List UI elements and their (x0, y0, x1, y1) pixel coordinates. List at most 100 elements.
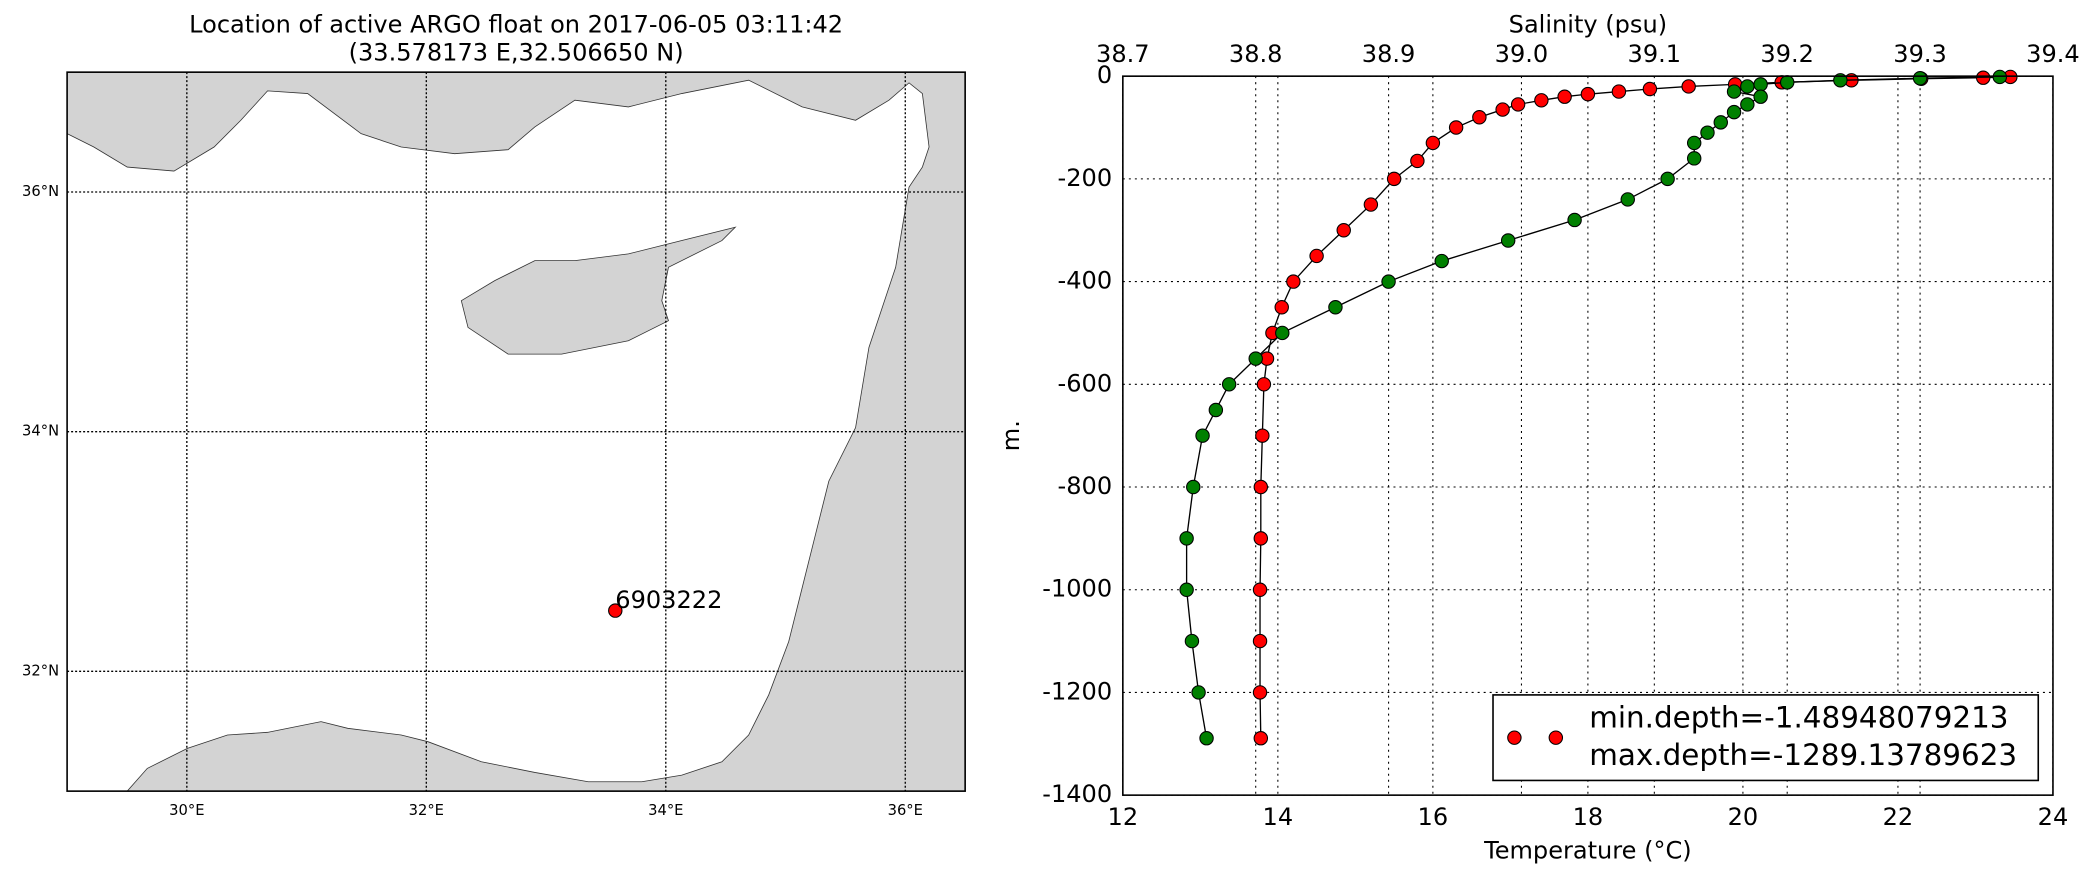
y-tick-label: -800 (1058, 472, 1113, 500)
profile-marker (1557, 89, 1572, 104)
x-tick-label: 22 (1883, 803, 1914, 831)
profile-marker (1534, 93, 1549, 108)
y-tick-label: -1000 (1042, 575, 1112, 603)
x-tick-label: 18 (1573, 803, 1604, 831)
profile-marker (1425, 135, 1441, 151)
map-title: Location of active ARGO float on 2017-06… (189, 10, 843, 38)
profile-marker (1336, 223, 1351, 238)
profile-marker (1740, 97, 1755, 112)
profile-marker (1179, 531, 1194, 546)
profile-marker (1191, 685, 1206, 700)
float-label: 6903222 (615, 586, 722, 614)
profile-marker (1208, 402, 1224, 418)
y-tick-label: 0 (1097, 61, 1112, 89)
y-tick-label: -400 (1058, 267, 1113, 295)
y-tick-label: 36°N (22, 183, 59, 200)
y-axis-label: m. (997, 420, 1025, 451)
profile-marker (1740, 79, 1755, 94)
legend-label: min.depth=-1.48948079213 (1589, 700, 2008, 734)
profile-marker (1328, 300, 1343, 315)
y-tick-label: 34°N (22, 423, 59, 440)
y-tick-label: -200 (1058, 164, 1113, 192)
x-tick-label: 16 (1418, 803, 1449, 831)
y-tick-label: -1200 (1042, 677, 1112, 705)
profile-marker (1510, 97, 1526, 112)
x2-tick-label: 38.7 (1096, 40, 1150, 68)
x2-tick-label: 39.0 (1495, 40, 1549, 68)
profile-marker (1221, 377, 1237, 392)
profile-marker (1386, 171, 1402, 187)
x2-tick-label: 39.3 (1893, 40, 1947, 68)
profile-marker (1753, 89, 1768, 104)
x2-tick-label: 39.1 (1628, 40, 1682, 68)
profile-line (1259, 76, 2011, 739)
profile-marker (1179, 582, 1194, 597)
legend-box (1492, 694, 2040, 782)
profile-marker (1448, 120, 1464, 135)
profile-marker (1472, 110, 1487, 125)
profile-marker (1912, 71, 1928, 86)
profile-marker (1252, 582, 1268, 597)
map-frame (66, 71, 966, 792)
profile-marker (1713, 115, 1728, 130)
x2-tick-label: 38.9 (1362, 40, 1416, 68)
x-tick-label: 24 (2038, 803, 2069, 831)
x-tick-label: 14 (1263, 803, 1294, 831)
profile-marker (1681, 79, 1696, 94)
profile-marker (1700, 125, 1715, 140)
y-tick-label: -1400 (1042, 780, 1112, 808)
x2-axis-label: Salinity (psu) (1509, 10, 1667, 38)
map-layer: 30°E 32°E 34°E 36°E 32°N 34°N 36°N 6903222 (22, 72, 966, 819)
profile-marker (1275, 325, 1290, 341)
profile-marker (1199, 730, 1214, 746)
cyprus (460, 226, 737, 355)
y-tick-label: 32°N (22, 662, 59, 679)
map-subtitle: (33.578173 E,32.506650 N) (349, 38, 684, 66)
profile-marker (1500, 233, 1516, 248)
profile-marker (1309, 248, 1324, 264)
legend-marker (1548, 730, 1564, 745)
x-axis-label: Temperature (°C) (1483, 836, 1692, 864)
profile-marker (1495, 102, 1510, 117)
profile-marker (1410, 153, 1425, 169)
x-tick-label: 12 (1108, 803, 1139, 831)
x-tick-label: 36°E (888, 802, 923, 819)
profile-marker (1252, 685, 1268, 700)
map-panel: 30°E 32°E 34°E 36°E 32°N 34°N 36°N 6903222 Loca… (22, 10, 966, 819)
plot-frame (1122, 75, 2054, 796)
x2-tick-label: 38.8 (1229, 40, 1283, 68)
profile-marker (1779, 75, 1795, 90)
profile-marker (1195, 428, 1210, 443)
profile-marker (1274, 300, 1289, 315)
profile-marker (1580, 86, 1596, 102)
profile-marker (1286, 274, 1301, 289)
profile-marker (1642, 81, 1658, 97)
profile-marker (1256, 377, 1272, 392)
profile-marker (1726, 84, 1742, 99)
legend-label: max.depth=-1289.13789623 (1589, 738, 2017, 772)
profile-marker (1363, 197, 1379, 212)
y-tick-label: -600 (1058, 369, 1113, 397)
profile-marker (1186, 479, 1201, 495)
legend-marker (1507, 730, 1522, 745)
profile-marker (1255, 428, 1270, 443)
profile-marker (1726, 104, 1742, 120)
profile-marker (1434, 253, 1449, 269)
x-tick-label: 30°E (169, 802, 204, 819)
x2-tick-label: 39.4 (2026, 40, 2080, 68)
float-marker (608, 603, 623, 618)
profile-marker (1184, 633, 1200, 649)
profile-marker (1753, 77, 1768, 92)
x-tick-label: 32°E (409, 802, 444, 819)
x-tick-label: 34°E (648, 802, 683, 819)
land (66, 71, 966, 792)
profile-marker (1686, 151, 1702, 166)
profile-marker (1381, 274, 1396, 289)
profile-marker (1620, 192, 1635, 207)
profile-marker (1253, 730, 1269, 746)
x-tick-label: 20 (1728, 803, 1759, 831)
profile-marker (1252, 633, 1268, 649)
